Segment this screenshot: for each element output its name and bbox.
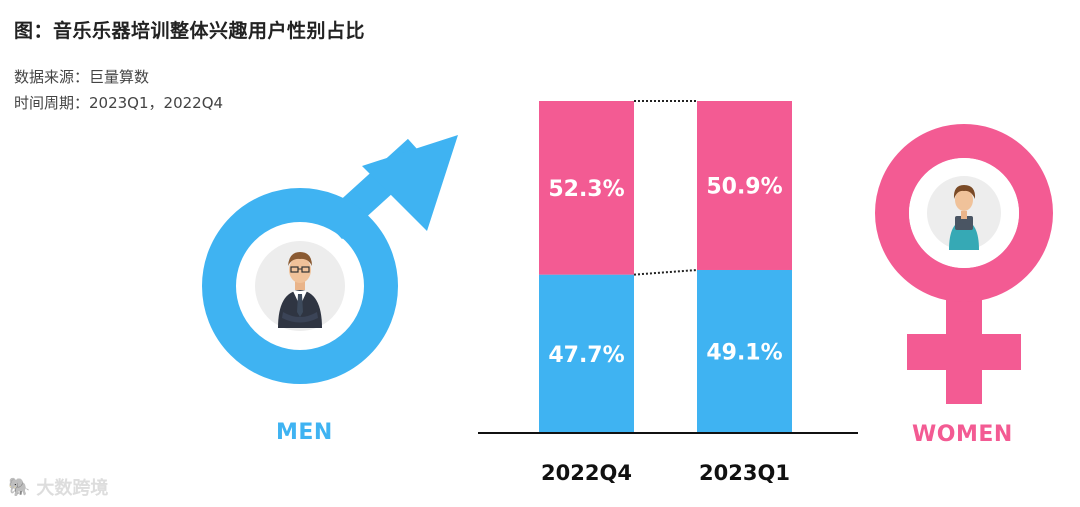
bar-men-2022Q4 [539,274,634,433]
man-avatar-icon [278,252,322,328]
category-labels-group: 2022Q4 2023Q1 [541,461,790,485]
bar-women-2022Q4 [539,101,634,275]
time-period: 时间周期：2023Q1，2022Q4 [14,94,224,112]
male-symbol-icon [202,135,458,384]
bar-men-2023Q1 [697,269,792,433]
chart-title: 图：音乐乐器培训整体兴趣用户性别占比 [14,20,366,42]
woman-avatar-icon [949,185,979,250]
watermark-text: 大数跨境 [36,478,109,499]
category-label-2022Q4: 2022Q4 [541,461,632,485]
label-men-2023Q1: 49.1% [706,340,782,365]
label-women-2023Q1: 50.9% [706,174,782,199]
label-men-2022Q4: 47.7% [548,343,624,368]
female-symbol-icon [875,124,1053,404]
bars-group [539,100,792,433]
men-label: MEN [276,420,333,445]
bar-labels-group: 52.3% 47.7% 50.9% 49.1% [548,174,782,367]
connector-boundary [633,268,698,276]
bar-women-2023Q1 [697,101,792,270]
watermark-logo-icon: 🐘 [8,476,31,498]
women-label: WOMEN [912,422,1013,447]
category-label-2023Q1: 2023Q1 [699,461,790,485]
label-women-2022Q4: 52.3% [548,177,624,202]
data-source: 数据来源：巨量算数 [14,68,150,86]
watermark: 🐘 大数跨境 [8,474,108,500]
